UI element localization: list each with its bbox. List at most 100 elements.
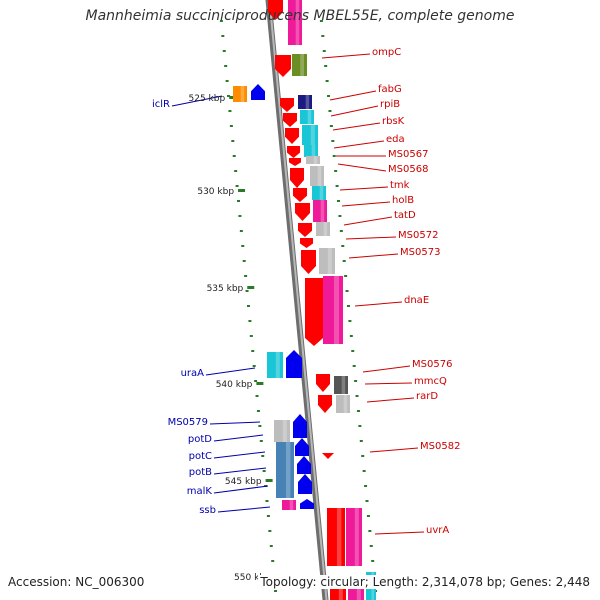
tick-dot	[354, 380, 358, 382]
tick-dot	[337, 200, 340, 202]
gene-holB	[313, 200, 327, 222]
tick-dot	[342, 260, 346, 262]
tick-dot	[255, 395, 259, 397]
scale-tick	[265, 479, 273, 482]
gene-ompC	[292, 54, 307, 76]
tick-dot	[241, 245, 245, 247]
label-dnaE: dnaE	[404, 295, 429, 306]
gene-ompC-shade	[300, 54, 304, 76]
gene-tmk-shade	[319, 186, 324, 200]
accession-label: Accession: NC_006300	[8, 575, 145, 589]
tick-dot	[228, 110, 232, 112]
label-rpiB: rpiB	[380, 99, 400, 110]
tick-dot	[224, 65, 228, 67]
tick-dot	[258, 425, 262, 427]
gene-uvrA-left-shade	[336, 508, 342, 566]
tick-dot	[274, 590, 278, 592]
label-rbsK: rbsK	[382, 116, 405, 127]
gene-red-7	[293, 188, 307, 202]
leader-ssb	[217, 506, 271, 513]
tick-dot	[346, 305, 350, 307]
scale-label: 535 kbp	[207, 284, 244, 294]
label-MS0573: MS0573	[400, 247, 440, 258]
tick-dot	[259, 440, 263, 442]
leader-uvrA	[374, 531, 425, 535]
gene-red-13	[318, 395, 332, 413]
leader-rbsK	[332, 122, 381, 131]
tick-dot	[265, 500, 269, 502]
leader-MS0582	[369, 447, 419, 453]
tick-dot	[362, 470, 366, 472]
gene-dnaE	[323, 276, 343, 344]
tick-dot	[246, 305, 250, 307]
tick-dot	[368, 530, 372, 532]
scale-label: 530 kbp	[197, 187, 234, 197]
gene-red-2	[283, 113, 297, 127]
tick-dot	[232, 155, 236, 157]
tick-dot	[239, 230, 243, 232]
tick-dot	[344, 275, 348, 277]
gene-red-4	[287, 146, 300, 158]
tick-dot	[328, 110, 332, 112]
label-uraA: uraA	[181, 368, 205, 379]
tick-dot	[338, 215, 342, 217]
tick-dot	[256, 410, 260, 412]
tick-dot	[268, 530, 272, 532]
gene-rpiB	[300, 110, 314, 124]
tick-dot	[219, 20, 223, 22]
gene-red-8	[295, 203, 310, 221]
gene-red-12	[316, 374, 330, 392]
label-MS0579: MS0579	[168, 417, 208, 428]
label-uvrA: uvrA	[426, 525, 449, 536]
leader-MS0572	[345, 236, 397, 240]
leader-fabG	[329, 90, 377, 101]
tick-dot	[235, 185, 239, 187]
scale-tick	[256, 382, 264, 385]
tick-dot	[371, 560, 375, 562]
tick-dot	[356, 410, 360, 412]
tick-dot	[358, 425, 362, 427]
tick-dot	[334, 170, 338, 172]
gene-ssb	[282, 500, 296, 510]
tick-dot	[361, 455, 365, 457]
label-MS0567: MS0567	[388, 149, 428, 160]
gene-tatD	[316, 222, 330, 236]
tick-dot	[242, 260, 246, 262]
leader-holB	[341, 201, 391, 207]
scale-tick	[229, 96, 237, 99]
gene-MS0567	[306, 156, 320, 164]
gene-rarD	[336, 395, 350, 413]
label-MS0572: MS0572	[398, 230, 438, 241]
gene-rpiB-shade	[307, 110, 312, 124]
gene-fabG	[298, 95, 312, 109]
gene-potC-up	[293, 414, 307, 438]
gene-ssb-partner	[300, 499, 314, 509]
gene-potB	[297, 456, 311, 474]
leader-tmk	[339, 186, 389, 191]
tick-dot	[324, 65, 328, 67]
tick-dot	[319, 20, 323, 22]
gene-uraA-shade	[275, 352, 280, 378]
gene-red-5	[289, 158, 301, 166]
tick-dot	[369, 545, 373, 547]
gene-rbsK	[302, 125, 318, 145]
tick-dot	[366, 515, 370, 517]
tick-dot	[365, 500, 369, 502]
tick-dot	[245, 290, 249, 292]
leader-potB	[213, 467, 267, 475]
leader-rarD	[366, 397, 415, 403]
gene-MS0582	[322, 453, 334, 459]
leader-rpiB	[330, 105, 379, 117]
label-MS0582: MS0582	[420, 441, 460, 452]
label-mmcQ: mmcQ	[414, 376, 447, 387]
gene-rbsK-shade	[310, 125, 315, 145]
leader-uraA	[205, 367, 256, 376]
tick-dot	[341, 245, 345, 247]
label-fabG: fabG	[378, 84, 402, 95]
gene-rarD-shade	[343, 395, 348, 413]
tick-dot	[251, 350, 255, 352]
leader-eda	[333, 140, 385, 149]
gene-uraA-partner	[286, 350, 302, 378]
tick-dot	[329, 125, 333, 127]
leader-iclR	[171, 95, 223, 107]
